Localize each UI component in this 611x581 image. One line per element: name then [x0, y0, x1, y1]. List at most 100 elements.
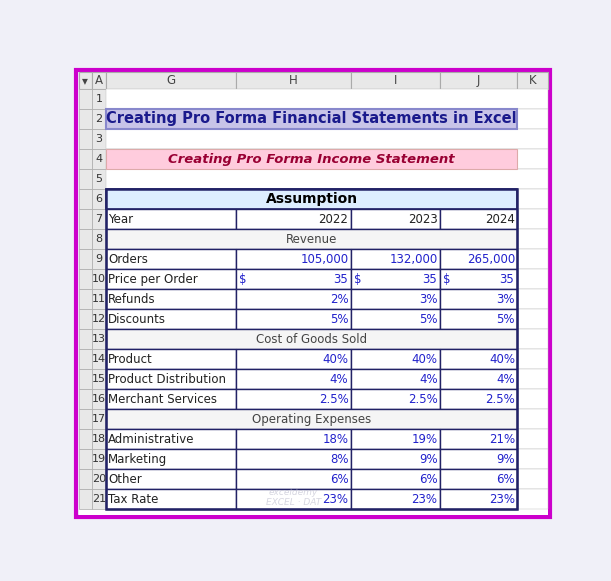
Text: 3%: 3%: [497, 293, 515, 306]
Bar: [79, 389, 92, 409]
Text: Other: Other: [108, 473, 142, 486]
Bar: [92, 449, 106, 469]
Bar: [106, 449, 547, 469]
Bar: [106, 89, 547, 109]
Bar: [236, 370, 351, 389]
Bar: [106, 429, 236, 449]
Bar: [106, 229, 518, 249]
Bar: [351, 289, 440, 309]
Bar: [79, 489, 92, 510]
Bar: [79, 469, 92, 489]
Text: 16: 16: [92, 394, 106, 404]
Bar: [351, 269, 440, 289]
Bar: [106, 109, 518, 129]
Text: 6%: 6%: [419, 473, 437, 486]
Bar: [440, 269, 518, 289]
Bar: [440, 429, 518, 449]
Bar: [106, 309, 547, 329]
Bar: [106, 389, 547, 409]
Text: 21%: 21%: [489, 433, 515, 446]
Text: 105,000: 105,000: [300, 253, 348, 266]
Bar: [236, 249, 351, 269]
Text: 4: 4: [95, 154, 103, 164]
Bar: [92, 209, 106, 229]
Bar: [106, 329, 518, 349]
Text: 265,000: 265,000: [467, 253, 515, 266]
Text: 5: 5: [95, 174, 103, 184]
Text: 2.5%: 2.5%: [485, 393, 515, 406]
Text: Orders: Orders: [108, 253, 148, 266]
Bar: [236, 429, 351, 449]
Text: 23%: 23%: [323, 493, 348, 506]
Bar: [351, 469, 440, 489]
Bar: [351, 449, 440, 469]
Text: 6%: 6%: [330, 473, 348, 486]
Bar: [92, 229, 106, 249]
Bar: [92, 409, 106, 429]
Text: 5%: 5%: [419, 313, 437, 326]
Bar: [106, 249, 547, 269]
Text: 35: 35: [500, 272, 514, 286]
Text: H: H: [289, 74, 298, 87]
Text: ▾: ▾: [82, 74, 88, 87]
Text: 5%: 5%: [497, 313, 515, 326]
Bar: [236, 209, 351, 229]
Bar: [92, 469, 106, 489]
Bar: [106, 129, 547, 149]
Text: 13: 13: [92, 334, 106, 344]
Text: 40%: 40%: [323, 353, 348, 366]
Bar: [79, 129, 92, 149]
Bar: [236, 469, 351, 489]
Bar: [79, 249, 92, 269]
Text: 8: 8: [95, 234, 103, 244]
Bar: [351, 370, 440, 389]
Bar: [92, 289, 106, 309]
Text: 2024: 2024: [485, 213, 515, 225]
Bar: [351, 389, 440, 409]
Bar: [236, 489, 351, 510]
Bar: [518, 72, 547, 89]
Bar: [236, 349, 351, 370]
Bar: [106, 389, 236, 409]
Bar: [92, 309, 106, 329]
Text: Administrative: Administrative: [108, 433, 195, 446]
Text: 2.5%: 2.5%: [408, 393, 437, 406]
Text: 40%: 40%: [489, 353, 515, 366]
Bar: [92, 89, 106, 109]
Bar: [79, 109, 92, 129]
Text: 4%: 4%: [330, 373, 348, 386]
Bar: [106, 449, 236, 469]
Bar: [79, 429, 92, 449]
Bar: [106, 289, 547, 309]
Bar: [236, 389, 351, 409]
Bar: [79, 329, 92, 349]
Text: G: G: [166, 74, 175, 87]
Text: 3: 3: [95, 134, 103, 144]
Bar: [92, 489, 106, 510]
Text: 9: 9: [95, 254, 103, 264]
Bar: [106, 309, 236, 329]
Text: Creating Pro Forma Income Statement: Creating Pro Forma Income Statement: [168, 153, 455, 166]
Text: Cost of Goods Sold: Cost of Goods Sold: [256, 333, 367, 346]
Bar: [440, 449, 518, 469]
Bar: [79, 449, 92, 469]
Bar: [351, 349, 440, 370]
Text: Discounts: Discounts: [108, 313, 166, 326]
Bar: [440, 289, 518, 309]
Bar: [79, 409, 92, 429]
Bar: [79, 72, 92, 89]
Bar: [92, 389, 106, 409]
Text: 5%: 5%: [330, 313, 348, 326]
Text: 4%: 4%: [419, 373, 437, 386]
Bar: [106, 149, 518, 169]
Bar: [79, 169, 92, 189]
Bar: [106, 329, 547, 349]
Bar: [106, 169, 547, 189]
Bar: [440, 389, 518, 409]
Bar: [106, 189, 547, 209]
Text: Merchant Services: Merchant Services: [108, 393, 217, 406]
Bar: [106, 149, 547, 169]
Text: Creating Pro Forma Financial Statements in Excel: Creating Pro Forma Financial Statements …: [106, 112, 517, 127]
Text: $: $: [443, 272, 450, 286]
Text: 3%: 3%: [419, 293, 437, 306]
